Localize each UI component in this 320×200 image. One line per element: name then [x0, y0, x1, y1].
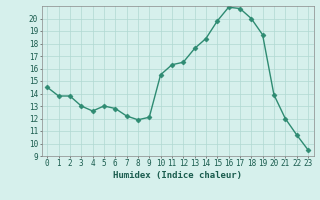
X-axis label: Humidex (Indice chaleur): Humidex (Indice chaleur) — [113, 171, 242, 180]
